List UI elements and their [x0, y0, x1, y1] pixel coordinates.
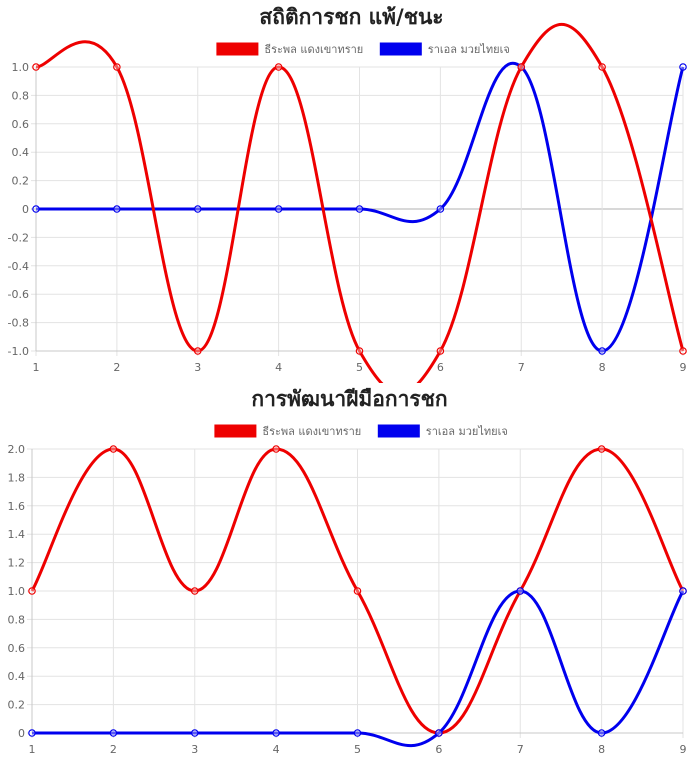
- data-point[interactable]: [272, 729, 280, 737]
- data-point[interactable]: [353, 587, 362, 595]
- data-point[interactable]: [679, 587, 687, 595]
- x-tick-label: 7: [517, 743, 524, 756]
- x-tick-label: 5: [356, 361, 363, 374]
- data-point[interactable]: [598, 347, 606, 355]
- x-tick-label: 3: [194, 361, 201, 374]
- x-tick-label: 9: [680, 743, 687, 756]
- data-point[interactable]: [109, 445, 118, 453]
- data-point[interactable]: [274, 63, 283, 71]
- y-tick-label: 2.0: [8, 443, 26, 456]
- y-tick-label: 0.4: [8, 670, 26, 683]
- x-tick-label: 6: [435, 743, 442, 756]
- data-point[interactable]: [436, 347, 445, 355]
- data-point[interactable]: [193, 205, 202, 213]
- legend: ธีระพล แดงเขาทราย ราเอล มวยไทยเจ: [216, 42, 510, 56]
- data-point[interactable]: [516, 587, 525, 595]
- data-point[interactable]: [274, 205, 283, 213]
- x-tick-label: 1: [29, 743, 36, 756]
- data-point[interactable]: [109, 729, 118, 737]
- legend-swatch-0[interactable]: [214, 424, 257, 438]
- series-1: [32, 62, 687, 355]
- x-tick-label: 4: [273, 743, 280, 756]
- data-point[interactable]: [113, 63, 121, 71]
- x-tick-label: 8: [598, 743, 605, 756]
- chart-title: สถิติการชก แพ้/ชนะ: [259, 5, 443, 29]
- y-tick-label: 0: [18, 727, 25, 740]
- y-tick-label: -0.4: [8, 260, 29, 273]
- data-point[interactable]: [28, 729, 36, 737]
- data-point[interactable]: [597, 729, 606, 737]
- y-tick-label: -0.2: [8, 231, 29, 244]
- y-tick-label: 0.6: [12, 118, 30, 131]
- data-point[interactable]: [272, 445, 280, 453]
- series-line-1: [36, 62, 685, 353]
- data-point[interactable]: [32, 205, 40, 213]
- x-tick-label: 9: [680, 361, 687, 374]
- x-tick-label: 4: [275, 361, 282, 374]
- data-point[interactable]: [517, 63, 526, 71]
- data-point[interactable]: [435, 729, 443, 737]
- y-tick-label: 0.2: [12, 175, 30, 188]
- series-0: [32, 23, 687, 383]
- y-tick-label: 0.4: [12, 146, 30, 159]
- grid: 2.0 1.8 1.6 1.4 1.2 1.0 0.8 0.6 0.4 0.2 01 2 3 4 5 6 7 8 9: [8, 443, 687, 756]
- y-tick-label: 1.8: [8, 471, 26, 484]
- y-tick-label: 1.0: [12, 61, 30, 74]
- x-tick-label: 5: [354, 743, 361, 756]
- series-line-1: [32, 589, 685, 748]
- series-line-0: [35, 23, 685, 383]
- y-tick-label: 1.0: [8, 585, 26, 598]
- chart-title: การพัฒนาฝีมือการชก: [251, 387, 447, 411]
- legend-swatch-1[interactable]: [377, 424, 420, 438]
- y-tick-label: -0.8: [8, 317, 29, 330]
- y-tick-label: 0.2: [8, 699, 26, 712]
- x-tick-label: 6: [437, 361, 444, 374]
- x-tick-label: 7: [518, 361, 525, 374]
- y-tick-label: 0.8: [12, 89, 30, 102]
- data-point[interactable]: [355, 347, 364, 355]
- data-point[interactable]: [679, 63, 687, 71]
- y-tick-label: -0.6: [8, 288, 29, 301]
- y-tick-label: 1.2: [8, 557, 26, 570]
- data-point[interactable]: [28, 587, 36, 595]
- legend-swatch-1[interactable]: [379, 42, 422, 56]
- data-point[interactable]: [597, 445, 606, 453]
- data-point[interactable]: [436, 205, 445, 213]
- legend-label-1[interactable]: ราเอล มวยไทยเจ: [428, 43, 510, 56]
- y-tick-label: 0.6: [8, 642, 26, 655]
- x-tick-label: 3: [191, 743, 198, 756]
- y-tick-label: 0.8: [8, 613, 26, 626]
- data-point[interactable]: [32, 63, 40, 71]
- legend: ธีระพล แดงเขาทราย ราเอล มวยไทยเจ: [214, 424, 508, 438]
- data-point[interactable]: [193, 347, 202, 355]
- y-tick-label: 0: [22, 203, 29, 216]
- data-point[interactable]: [598, 63, 606, 71]
- data-point[interactable]: [113, 205, 121, 213]
- data-point[interactable]: [353, 729, 362, 737]
- series-1: [28, 587, 687, 748]
- x-tick-label: 2: [110, 743, 117, 756]
- y-tick-label: 1.4: [8, 528, 26, 541]
- legend-label-0[interactable]: ธีระพล แดงเขาทราย: [264, 43, 363, 56]
- data-point[interactable]: [679, 347, 687, 355]
- legend-label-0[interactable]: ธีระพล แดงเขาทราย: [262, 425, 361, 438]
- data-point[interactable]: [355, 205, 364, 213]
- x-tick-label: 8: [599, 361, 606, 374]
- y-tick-label: -1.0: [8, 345, 29, 358]
- series-line-0: [30, 447, 685, 735]
- data-point[interactable]: [190, 587, 199, 595]
- x-tick-label: 2: [113, 361, 120, 374]
- x-tick-label: 1: [33, 361, 40, 374]
- y-tick-label: 1.6: [8, 500, 26, 513]
- data-point[interactable]: [190, 729, 199, 737]
- legend-label-1[interactable]: ราเอล มวยไทยเจ: [426, 425, 508, 438]
- legend-swatch-0[interactable]: [216, 42, 259, 56]
